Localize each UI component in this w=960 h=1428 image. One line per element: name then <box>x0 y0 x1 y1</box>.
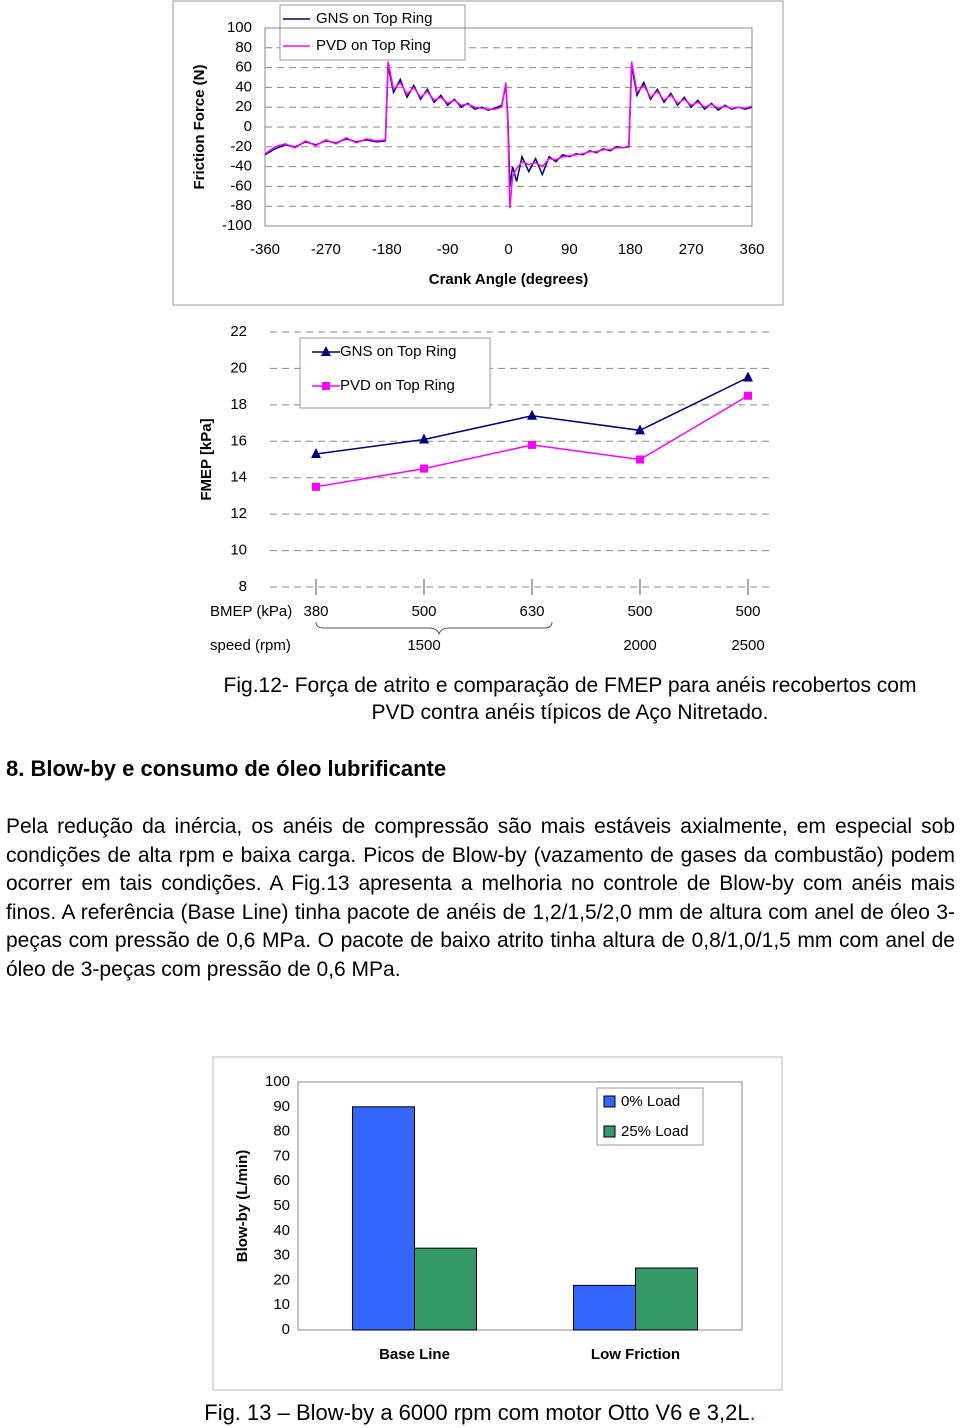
bar <box>573 1284 636 1331</box>
y-tick-label: 60 <box>273 1172 290 1189</box>
y-tick-label: -80 <box>230 197 252 214</box>
y-tick-label: 100 <box>265 1073 290 1090</box>
bar <box>352 1106 415 1331</box>
y-tick-label: 40 <box>235 78 252 95</box>
y-axis-label: FMEP [kPa] <box>198 418 215 500</box>
x-group-label: 2500 <box>731 637 764 654</box>
y-tick-label: 70 <box>273 1147 290 1164</box>
y-tick-label: 30 <box>273 1247 290 1264</box>
y-tick-label: 20 <box>230 359 247 376</box>
plot-frame <box>264 27 753 227</box>
marker <box>635 424 645 435</box>
figure-frame <box>172 0 784 306</box>
x-tick-label: 360 <box>739 241 764 258</box>
x-tick-label: 270 <box>679 241 704 258</box>
y-tick-label: 10 <box>273 1296 290 1313</box>
legend-swatch <box>603 1125 616 1138</box>
marker <box>311 448 321 459</box>
paragraph: Pela redução da inércia, os anéis de com… <box>6 815 955 981</box>
plot-frame <box>297 1081 743 1331</box>
marker <box>636 455 644 464</box>
y-tick-label: 0 <box>244 118 252 135</box>
x-row-title: speed (rpm) <box>210 637 291 654</box>
legend-label: PVD on Top Ring <box>340 377 455 394</box>
y-tick-label: 14 <box>230 469 247 486</box>
x-group-label: 1500 <box>407 637 440 654</box>
figure-frame <box>212 1056 783 1391</box>
x-tick-label: Low Friction <box>591 1346 680 1363</box>
x-row-title: BMEP (kPa) <box>210 603 292 620</box>
y-tick-label: 10 <box>230 542 247 559</box>
marker <box>312 482 320 491</box>
x-tick-label: 380 <box>303 603 328 620</box>
series-line <box>264 65 753 187</box>
section-heading: 8. Blow-by e consumo de óleo lubrificant… <box>6 756 447 781</box>
y-tick-label: 18 <box>230 396 247 413</box>
marker <box>528 440 536 449</box>
x-tick-label: 0 <box>504 241 512 258</box>
marker <box>744 391 752 400</box>
speed-brace <box>315 621 553 636</box>
legend-label: GNS on Top Ring <box>316 10 432 27</box>
y-tick-label: 8 <box>239 578 247 595</box>
y-tick-label: -100 <box>222 217 252 234</box>
y-tick-label: 80 <box>235 39 252 56</box>
y-tick-label: 50 <box>273 1197 290 1214</box>
bar <box>414 1247 477 1331</box>
legend-label: 25% Load <box>621 1123 689 1140</box>
figure-caption: Fig. 13 – Blow-by a 6000 rpm com motor O… <box>0 1400 960 1426</box>
legend-label: GNS on Top Ring <box>340 343 456 360</box>
y-axis-label: Blow-by (L/min) <box>234 1150 251 1263</box>
x-tick-label: 180 <box>618 241 643 258</box>
y-tick-label: 60 <box>235 59 252 76</box>
y-tick-label: 16 <box>230 432 247 449</box>
x-group-label: 2000 <box>623 637 656 654</box>
x-tick-label: -180 <box>372 241 402 258</box>
legend-label: PVD on Top Ring <box>316 37 431 54</box>
x-tick-label: -360 <box>250 241 280 258</box>
y-tick-label: 80 <box>273 1123 290 1140</box>
marker <box>321 346 331 356</box>
legend-box <box>279 4 466 61</box>
marker <box>527 409 537 420</box>
y-tick-label: -20 <box>230 138 252 155</box>
y-tick-label: 20 <box>235 98 252 115</box>
x-tick-label: 90 <box>561 241 578 258</box>
y-tick-label: -60 <box>230 177 252 194</box>
legend-label: 0% Load <box>621 1093 680 1110</box>
y-tick-label: 0 <box>282 1321 290 1338</box>
x-tick-label: Base Line <box>379 1346 450 1363</box>
y-tick-label: 40 <box>273 1222 290 1239</box>
marker <box>420 464 428 473</box>
y-tick-label: 12 <box>230 505 247 522</box>
y-tick-label: 90 <box>273 1098 290 1115</box>
figure-caption: Fig.12- Força de atrito e comparação de … <box>223 674 917 724</box>
x-tick-label: 500 <box>411 603 436 620</box>
y-tick-label: 100 <box>227 19 252 36</box>
y-tick-label: -40 <box>230 158 252 175</box>
marker <box>743 371 753 382</box>
caption-end: . <box>749 1400 756 1425</box>
series-line <box>264 61 753 209</box>
marker <box>419 433 429 444</box>
bar <box>635 1267 698 1331</box>
x-axis-label: Crank Angle (degrees) <box>429 271 589 288</box>
x-tick-label: -270 <box>311 241 341 258</box>
x-tick-label: 500 <box>735 603 760 620</box>
caption-text: Fig. 13 – Blow-by a 6000 rpm com motor O… <box>204 1400 750 1425</box>
x-tick-label: 630 <box>519 603 544 620</box>
x-tick-label: -90 <box>437 241 459 258</box>
y-axis-label: Friction Force (N) <box>191 64 208 189</box>
x-tick-label: 500 <box>627 603 652 620</box>
marker <box>322 382 330 390</box>
legend-swatch <box>603 1095 616 1108</box>
y-tick-label: 20 <box>273 1271 290 1288</box>
y-tick-label: 22 <box>230 323 247 340</box>
legend-box <box>299 337 491 409</box>
